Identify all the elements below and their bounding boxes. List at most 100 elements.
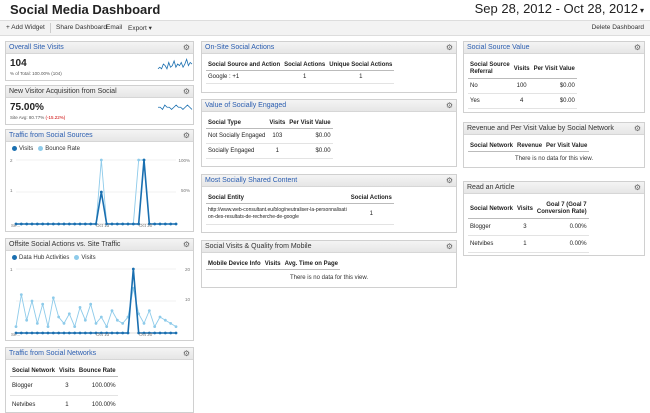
table-cell[interactable]: Socially Engaged — [206, 143, 268, 159]
legend-visits: Visits — [81, 255, 96, 261]
widget-title[interactable]: Offsite Social Actions vs. Site Traffic — [9, 241, 121, 248]
data-point — [174, 331, 178, 335]
table-cell[interactable]: No — [468, 78, 512, 94]
gear-icon[interactable]: ⚙ — [445, 43, 453, 52]
column-header[interactable]: Social Network — [10, 366, 58, 377]
table-cell: 100 — [511, 78, 532, 94]
column-header[interactable]: Bounce Rate — [76, 366, 118, 377]
y-axis-label-left: 1 — [10, 267, 13, 272]
column-header[interactable]: Per Visit Value — [287, 118, 333, 129]
widget-title[interactable]: Overall Site Visits — [9, 44, 64, 51]
column-header[interactable]: Unique Social Actions — [327, 60, 395, 71]
export-button[interactable]: Export ▾ — [128, 25, 152, 32]
table-header-row: Social Source Referral Visits Per Visit V… — [468, 60, 577, 79]
column-header[interactable]: Social Actions — [282, 60, 328, 71]
column-header[interactable]: Visits — [267, 118, 288, 129]
data-point — [110, 309, 114, 312]
column-header-line[interactable]: Social Source — [470, 62, 510, 68]
date-range-picker[interactable]: Sep 28, 2012 - Oct 28, 2012 ▾ — [475, 1, 644, 16]
gear-icon[interactable]: ⚙ — [182, 240, 190, 249]
column-header[interactable]: Social Source and Action — [206, 60, 283, 71]
data-point — [46, 331, 50, 335]
add-widget-button[interactable]: + Add Widget — [6, 24, 45, 31]
data-point — [158, 331, 162, 335]
column-header[interactable]: Social Actions — [348, 193, 394, 204]
data-point — [62, 331, 66, 335]
share-dashboard-button[interactable]: Share Dashboard — [56, 24, 107, 31]
data-point — [78, 222, 82, 226]
gear-icon[interactable]: ⚙ — [633, 43, 641, 52]
column-header[interactable]: Social Type — [206, 118, 268, 129]
x-axis-label: Se... — [11, 223, 21, 228]
table-cell[interactable]: Google : +1 — [206, 70, 283, 84]
gear-icon[interactable]: ⚙ — [633, 124, 641, 133]
column-header[interactable]: Per Visit Value — [531, 60, 577, 79]
widget-title[interactable]: Read an Article — [467, 184, 515, 191]
data-point — [158, 222, 162, 226]
column-header-line[interactable]: Conversion Rate) — [536, 209, 587, 215]
email-button[interactable]: Email — [106, 24, 123, 31]
chevron-down-icon[interactable]: ▾ — [639, 6, 644, 15]
widget-title[interactable]: Social Source Value — [467, 44, 530, 51]
column-header-line[interactable]: Goal 7 (Goal 7 — [546, 202, 587, 208]
column-header[interactable]: Visits — [262, 259, 283, 270]
widget-title[interactable]: Traffic from Social Networks — [9, 350, 97, 357]
data-point — [57, 222, 61, 226]
gear-icon[interactable]: ⚙ — [445, 101, 453, 110]
widget-title[interactable]: Most Socially Shared Content — [205, 177, 298, 184]
data-point — [19, 331, 23, 335]
column-header[interactable]: Visits — [511, 60, 532, 79]
entity-url-line[interactable]: on-des-resultats-de-recherche-de-google — [208, 214, 299, 220]
column-header[interactable]: Social Network — [468, 141, 516, 152]
y-axis-label-left: 1 — [10, 188, 13, 193]
line-chart[interactable] — [14, 158, 178, 226]
delete-dashboard-button[interactable]: Delete Dashboard — [591, 24, 644, 31]
y-axis-label-left: 2 — [10, 158, 13, 163]
widget-social-visits-mobile: Social Visits & Quality from Mobile ⚙ Mob… — [201, 240, 457, 288]
column-header[interactable]: Social Entity — [206, 193, 349, 204]
table-cell: 0.00% — [534, 235, 589, 253]
column-header[interactable]: Social Network — [468, 200, 516, 219]
table-cell[interactable]: Yes — [468, 93, 512, 109]
table-cell[interactable]: http://www.web-consultant.eu/blog/neutra… — [206, 203, 349, 225]
y-axis-label-right: 10 — [184, 297, 190, 302]
table-cell[interactable]: Blogger — [468, 218, 516, 236]
column-header[interactable]: Social Source Referral — [468, 60, 512, 79]
widget-title[interactable]: Traffic from Social Sources — [9, 132, 93, 139]
column-header[interactable]: Visits — [57, 366, 77, 377]
gear-icon[interactable]: ⚙ — [445, 242, 453, 251]
column-header[interactable]: Visits — [515, 200, 535, 219]
column-header[interactable]: Per Visit Value — [544, 141, 590, 152]
chart-legend[interactable]: Visits Bounce Rate — [12, 146, 80, 152]
table-cell: 100.00% — [76, 395, 118, 412]
data-point — [147, 331, 151, 335]
gear-icon[interactable]: ⚙ — [445, 176, 453, 185]
column-header[interactable]: Mobile Device Info — [206, 259, 263, 270]
line-chart[interactable] — [14, 267, 178, 335]
widget-title[interactable]: Revenue and Per Visit Value by Social Ne… — [467, 125, 614, 132]
gear-icon[interactable]: ⚙ — [633, 183, 641, 192]
widget-title[interactable]: On-Site Social Actions — [205, 44, 275, 51]
gear-icon[interactable]: ⚙ — [182, 349, 190, 358]
gear-icon[interactable]: ⚙ — [182, 87, 190, 96]
gear-icon[interactable]: ⚙ — [182, 43, 190, 52]
column-header[interactable]: Goal 7 (Goal 7 Conversion Rate) — [534, 200, 589, 219]
entity-url-line[interactable]: http://www.web-consultant.eu/blog/neutra… — [208, 207, 347, 213]
column-header-line[interactable]: Referral — [470, 69, 493, 75]
gear-icon[interactable]: ⚙ — [182, 131, 190, 140]
widget-title[interactable]: New Visitor Acquisition from Social — [9, 88, 117, 95]
table-cell[interactable]: Netvibes — [468, 235, 516, 253]
widget-title[interactable]: Value of Socially Engaged — [205, 102, 287, 109]
table-row: Blogger 3 100.00% — [10, 376, 118, 396]
data-point — [73, 331, 77, 335]
widget-title[interactable]: Social Visits & Quality from Mobile — [205, 243, 312, 250]
data-point — [25, 318, 29, 322]
date-range-text[interactable]: Sep 28, 2012 - Oct 28, 2012 — [474, 1, 638, 16]
table-cell[interactable]: Netvibes — [10, 395, 58, 412]
column-header[interactable]: Avg. Time on Page — [282, 259, 340, 270]
chart-legend[interactable]: Data Hub Activities Visits — [12, 255, 96, 261]
table-cell[interactable]: Blogger — [10, 376, 58, 396]
table-cell[interactable]: Not Socially Engaged — [206, 128, 268, 144]
column-header[interactable]: Revenue — [515, 141, 545, 152]
widget-new-visitor-acquisition: New Visitor Acquisition from Social ⚙ 75.… — [5, 85, 194, 125]
